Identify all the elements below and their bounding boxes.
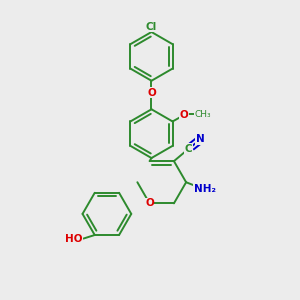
- Text: HO: HO: [64, 235, 82, 244]
- Text: O: O: [145, 198, 154, 208]
- Text: C: C: [185, 144, 193, 154]
- Text: O: O: [147, 88, 156, 98]
- Text: N: N: [196, 134, 205, 144]
- Text: O: O: [179, 110, 188, 120]
- Text: NH₂: NH₂: [194, 184, 215, 194]
- Text: CH₃: CH₃: [194, 110, 211, 119]
- Text: Cl: Cl: [146, 22, 157, 32]
